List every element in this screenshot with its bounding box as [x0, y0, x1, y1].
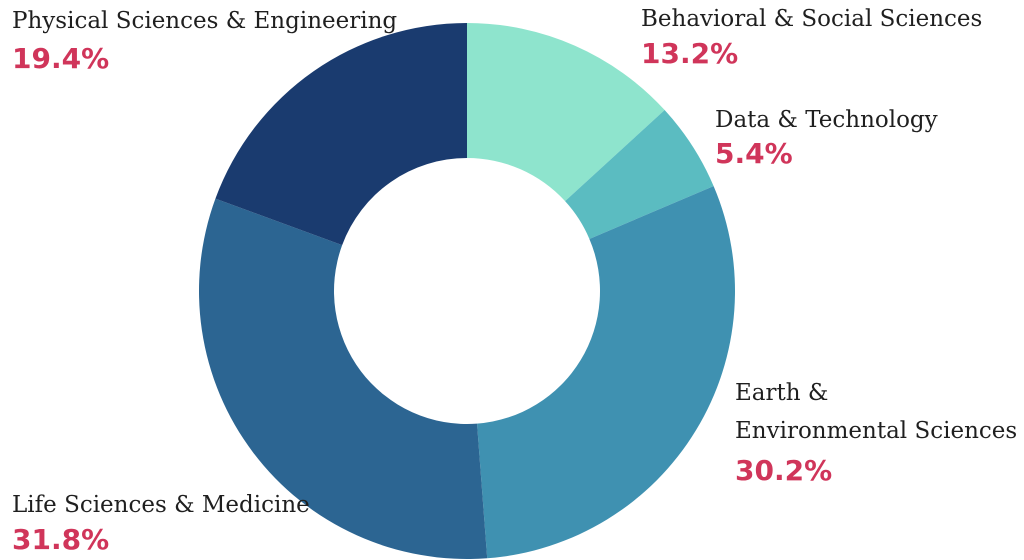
value-life-sciences-medicine: 31.8%	[12, 523, 109, 556]
value-physical-sciences-engineering: 19.4%	[12, 42, 109, 75]
slice-life-sciences-medicine	[199, 198, 488, 560]
slice-data-technology	[565, 110, 714, 239]
label-earth-environmental-line1: Earth &	[735, 380, 828, 406]
donut-slices	[199, 23, 735, 560]
label-data-technology: Data & Technology	[715, 107, 938, 133]
label-life-sciences-medicine: Life Sciences & Medicine	[12, 492, 310, 518]
label-earth-environmental-line2: Environmental Sciences	[735, 418, 1017, 444]
value-data-technology: 5.4%	[715, 137, 793, 170]
slice-behavioral-social-sciences	[467, 23, 665, 202]
slice-earth-environmental-sciences	[477, 186, 735, 559]
value-behavioral-social-sciences: 13.2%	[641, 37, 738, 70]
label-physical-sciences-engineering: Physical Sciences & Engineering	[12, 8, 397, 34]
label-behavioral-social-sciences: Behavioral & Social Sciences	[641, 6, 982, 32]
value-earth-environmental: 30.2%	[735, 454, 832, 487]
slice-physical-sciences-engineering	[215, 23, 467, 246]
